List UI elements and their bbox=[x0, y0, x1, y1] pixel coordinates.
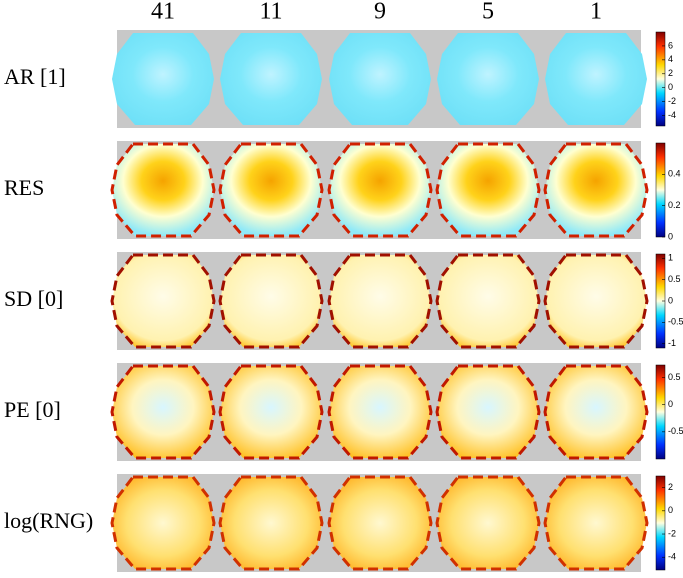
colorbar-tick-label: 0 bbox=[668, 295, 673, 305]
heatmap bbox=[218, 364, 324, 460]
colorbar-tick-label: 2 bbox=[668, 68, 673, 78]
colorbar-tick-label: 0 bbox=[668, 399, 673, 409]
heatmap bbox=[543, 475, 649, 571]
colorbar-tick-label: 0.4 bbox=[668, 169, 681, 179]
column-header: 9 bbox=[374, 0, 386, 25]
column-header: 5 bbox=[482, 0, 494, 25]
colorbar-tick-label: 0.5 bbox=[668, 274, 681, 284]
row-label: RES bbox=[4, 175, 44, 200]
heatmap bbox=[327, 364, 433, 460]
heatmap bbox=[435, 142, 541, 238]
heatmap bbox=[435, 475, 541, 571]
colorbar-tick-label: -0.5 bbox=[668, 426, 683, 436]
colorbar-tick-label: 0 bbox=[668, 82, 673, 92]
heatmap bbox=[543, 364, 649, 460]
heatmap bbox=[110, 253, 216, 349]
heatmap bbox=[543, 142, 649, 238]
heatmap bbox=[110, 142, 216, 238]
column-header: 11 bbox=[259, 0, 282, 25]
heatmap bbox=[218, 253, 324, 349]
row-label: AR [1] bbox=[4, 64, 66, 89]
colorbar-tick-label: -0.5 bbox=[668, 317, 683, 327]
colorbar-tick-label: 2 bbox=[668, 482, 673, 492]
heatmap bbox=[435, 364, 541, 460]
colorbar-tick-label: -4 bbox=[668, 552, 676, 562]
heatmap bbox=[218, 475, 324, 571]
colorbar-tick-label: 0 bbox=[668, 231, 673, 241]
heatmap bbox=[220, 33, 322, 125]
row-label: log(RNG) bbox=[4, 508, 93, 533]
colorbar bbox=[655, 31, 666, 127]
row-label: SD [0] bbox=[4, 286, 63, 311]
colorbar bbox=[655, 364, 666, 460]
heatmap bbox=[110, 364, 216, 460]
heatmap bbox=[327, 142, 433, 238]
colorbar-tick-label: 4 bbox=[668, 54, 673, 64]
colorbar-tick-label: -2 bbox=[668, 96, 676, 106]
colorbar bbox=[655, 475, 666, 571]
colorbar-tick-label: 6 bbox=[668, 40, 673, 50]
colorbar-tick-label: -4 bbox=[668, 110, 676, 120]
colorbar-tick-label: 0.2 bbox=[668, 200, 681, 210]
column-header: 1 bbox=[590, 0, 602, 25]
heatmap bbox=[545, 33, 647, 125]
heatmap bbox=[437, 33, 539, 125]
row-label: PE [0] bbox=[4, 397, 61, 422]
heatmap bbox=[327, 253, 433, 349]
colorbar-tick-label: 0.5 bbox=[668, 372, 681, 382]
heatmap bbox=[435, 253, 541, 349]
colorbar-tick-label: 0 bbox=[668, 505, 673, 515]
colorbar-tick-label: -1 bbox=[668, 338, 676, 348]
heatmap bbox=[112, 33, 214, 125]
heatmap bbox=[218, 142, 324, 238]
colorbar bbox=[655, 142, 666, 238]
colorbar-tick-label: -2 bbox=[668, 528, 676, 538]
column-header: 41 bbox=[151, 0, 175, 25]
heatmap bbox=[110, 475, 216, 571]
heatmap bbox=[329, 33, 431, 125]
heatmap bbox=[327, 475, 433, 571]
heatmap bbox=[543, 253, 649, 349]
colorbar-tick-label: 1 bbox=[668, 253, 673, 263]
